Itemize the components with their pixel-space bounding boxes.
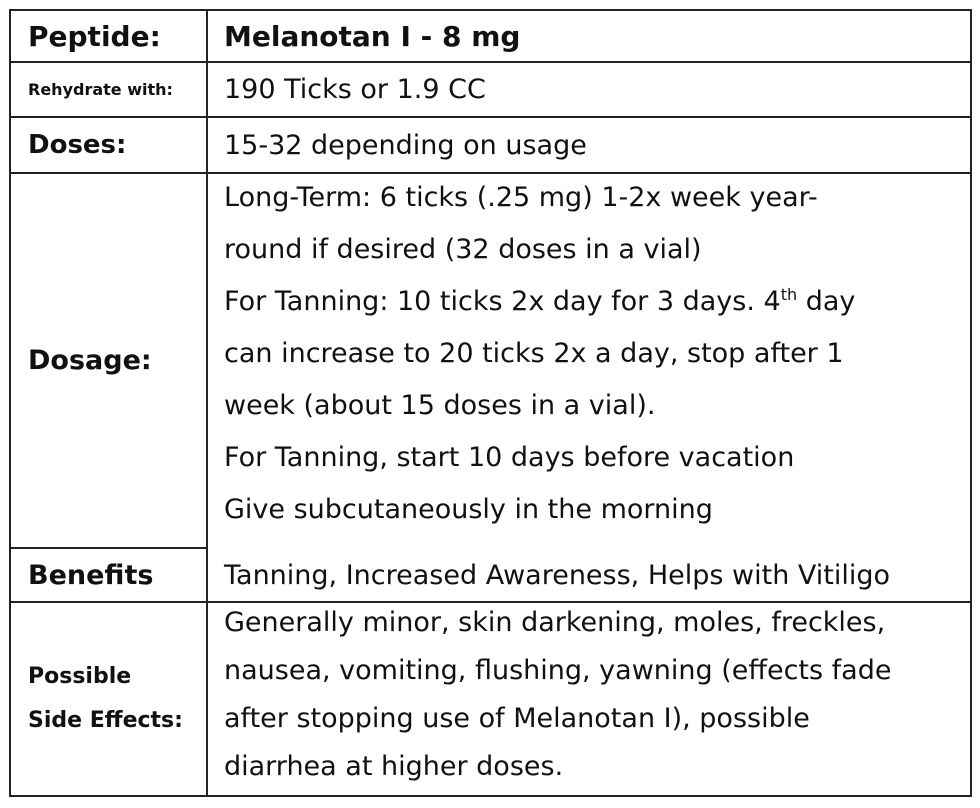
side-effects-line-2: nausea, vomiting, flushing, yawning (eff… — [224, 655, 892, 686]
dosage-line-3-superscript: th — [780, 285, 798, 304]
column-divider — [206, 603, 208, 795]
value-benefits: Tanning, Increased Awareness, Helps with… — [224, 559, 891, 591]
column-divider — [206, 63, 208, 116]
label-rehydrate: Rehydrate with: — [28, 80, 173, 99]
dosage-line-6: For Tanning, start 10 days before vacati… — [224, 442, 795, 473]
label-benefits: Benefits — [28, 559, 154, 591]
dosage-line-3-text: For Tanning: 10 ticks 2x day for 3 days.… — [224, 286, 781, 317]
row-peptide: Peptide: Melanotan I - 8 mg — [11, 11, 970, 63]
dosage-line-7: Give subcutaneously in the morning — [224, 494, 713, 525]
dosage-line-3-end: day — [797, 286, 856, 317]
row-dosage-benefits: Dosage: Benefits Long-Term: 6 ticks (.25… — [11, 174, 970, 603]
column-divider — [206, 174, 208, 601]
column-divider — [206, 118, 208, 172]
label-dosage: Dosage: — [28, 345, 152, 376]
side-effects-line-1: Generally minor, skin darkening, moles, … — [224, 607, 886, 638]
side-effects-line-4: diarrhea at higher doses. — [224, 751, 564, 782]
value-peptide: Melanotan I - 8 mg — [224, 19, 521, 53]
value-rehydrate: 190 Ticks or 1.9 CC — [224, 74, 486, 105]
value-side-effects: Generally minor, skin darkening, moles, … — [208, 599, 970, 791]
dosage-line-2: round if desired (32 doses in a vial) — [224, 234, 702, 265]
label-divider — [11, 547, 206, 549]
dosage-line-5: week (about 15 doses in a vial). — [224, 390, 656, 421]
value-dosage: Long-Term: 6 ticks (.25 mg) 1-2x week ye… — [208, 172, 970, 536]
label-side-effects-line-2: Side Effects: — [28, 708, 183, 733]
dosage-line-3: For Tanning: 10 ticks 2x day for 3 days.… — [224, 276, 970, 328]
peptide-info-table: Peptide: Melanotan I - 8 mg Rehydrate wi… — [9, 9, 972, 797]
dosage-line-1: Long-Term: 6 ticks (.25 mg) 1-2x week ye… — [224, 182, 818, 213]
dosage-line-4: can increase to 20 ticks 2x a day, stop … — [224, 338, 844, 369]
label-peptide: Peptide: — [28, 19, 161, 53]
label-side-effects: Possible Side Effects: — [11, 603, 206, 795]
row-doses: Doses: 15-32 depending on usage — [11, 118, 970, 174]
side-effects-line-3: after stopping use of Melanotan I), poss… — [224, 703, 810, 734]
value-doses: 15-32 depending on usage — [224, 129, 587, 161]
label-side-effects-line-1: Possible — [28, 664, 132, 689]
label-doses: Doses: — [28, 130, 127, 160]
row-rehydrate: Rehydrate with: 190 Ticks or 1.9 CC — [11, 63, 970, 118]
row-side-effects: Possible Side Effects: Generally minor, … — [11, 603, 970, 795]
column-divider — [206, 11, 208, 61]
